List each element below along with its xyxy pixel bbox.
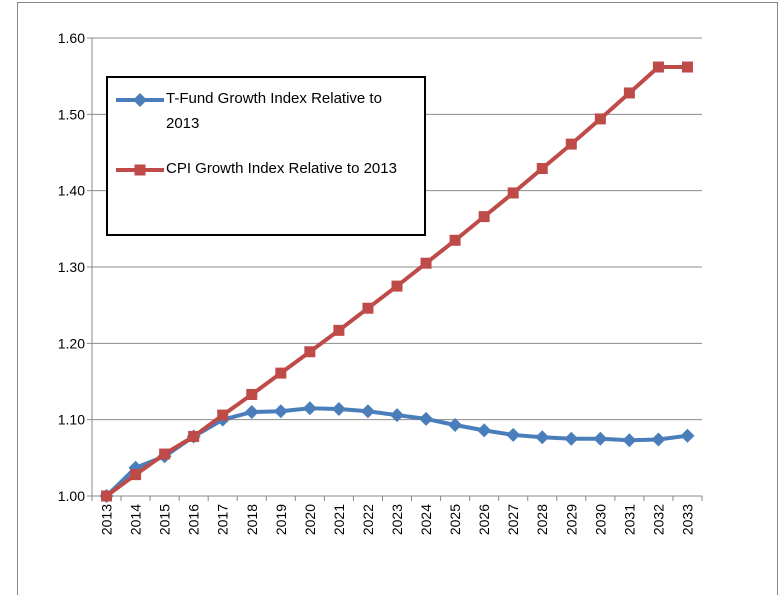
marker [390, 408, 404, 423]
x-tick-label: 2015 [157, 504, 173, 535]
marker [130, 469, 142, 481]
marker [506, 427, 521, 442]
marker [302, 401, 317, 416]
x-tick-label: 2021 [331, 504, 347, 535]
x-tick-label: 2030 [592, 504, 608, 535]
marker [622, 433, 637, 448]
marker [478, 211, 490, 223]
x-tick-label: 2017 [215, 504, 231, 535]
marker [564, 431, 579, 446]
x-tick-label: 2031 [621, 504, 637, 535]
marker [594, 113, 606, 125]
marker [333, 324, 345, 336]
y-tick-label: 1.50 [58, 106, 85, 122]
y-tick-label: 1.40 [58, 183, 85, 199]
x-tick-label: 2019 [273, 504, 289, 535]
marker [101, 490, 113, 502]
x-tick-label: 2013 [99, 504, 115, 535]
marker [680, 428, 695, 443]
y-tick-label: 1.20 [58, 335, 85, 351]
marker [593, 431, 608, 446]
marker [360, 404, 375, 419]
legend-label: T-Fund Growth Index Relative to 2013 [166, 90, 382, 132]
y-tick-label: 1.30 [58, 259, 85, 275]
legend-swatch [116, 164, 164, 176]
marker [420, 257, 432, 269]
marker [507, 187, 519, 199]
marker [275, 367, 287, 379]
marker [133, 93, 147, 107]
marker [244, 405, 259, 420]
legend-swatch [116, 93, 164, 107]
x-tick-label: 2027 [505, 504, 521, 535]
marker [331, 401, 346, 416]
marker [448, 418, 463, 433]
marker [273, 404, 288, 419]
x-tick-label: 2020 [302, 504, 318, 535]
x-tick-label: 2018 [244, 504, 260, 535]
x-tick-label: 2032 [650, 504, 666, 535]
x-tick-label: 2028 [534, 504, 550, 535]
marker [217, 409, 229, 421]
marker [477, 423, 492, 438]
marker [449, 234, 461, 246]
marker [419, 411, 434, 426]
marker [246, 388, 258, 400]
y-tick-label: 1.10 [58, 412, 85, 428]
marker [535, 430, 550, 445]
marker [159, 448, 171, 460]
x-tick-label: 2033 [679, 504, 695, 535]
x-tick-label: 2025 [447, 504, 463, 535]
marker [304, 346, 316, 358]
x-tick-label: 2022 [360, 504, 376, 535]
x-tick-label: 2029 [563, 504, 579, 535]
marker [652, 61, 664, 73]
marker [188, 430, 200, 442]
y-tick-label: 1.60 [58, 30, 85, 46]
marker [681, 61, 693, 73]
legend-label: CPI Growth Index Relative to 2013 [166, 160, 397, 177]
marker [362, 302, 374, 314]
marker [565, 138, 577, 150]
marker [623, 87, 635, 99]
marker [536, 163, 548, 175]
x-tick-label: 2026 [476, 504, 492, 535]
x-tick-label: 2024 [418, 504, 434, 535]
x-tick-label: 2023 [389, 504, 405, 535]
marker [134, 164, 146, 176]
marker [391, 280, 403, 292]
y-tick-label: 1.00 [58, 488, 85, 504]
legend-entry: CPI Growth Index Relative to 2013 [114, 158, 424, 182]
legend-entry: T-Fund Growth Index Relative to 2013 [114, 88, 424, 136]
legend: T-Fund Growth Index Relative to 2013 CPI … [106, 76, 426, 236]
x-tick-label: 2014 [128, 504, 144, 535]
marker [651, 432, 666, 447]
x-tick-label: 2016 [186, 504, 202, 535]
